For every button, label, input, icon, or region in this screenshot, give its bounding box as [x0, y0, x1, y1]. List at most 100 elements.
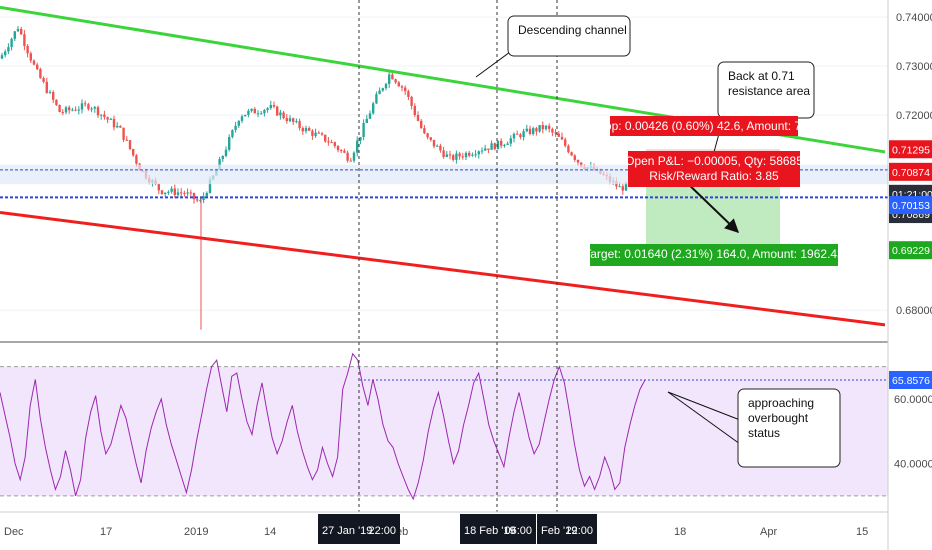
candle-body [311, 130, 314, 136]
candle-body [544, 125, 548, 130]
candle-body [68, 107, 71, 111]
candle-body [496, 140, 500, 150]
candle-body [7, 47, 10, 52]
candle-body [410, 96, 413, 106]
price-axis-badge-bg [889, 162, 932, 181]
candle-body [487, 148, 490, 150]
stop-label[interactable]: Stop: 0.00426 (0.60%) 42.6, Amount: 750 [594, 116, 815, 136]
target-label[interactable]: Target: 0.01640 (2.31%) 164.0, Amount: 1… [584, 244, 844, 266]
candle-body [0, 55, 4, 59]
candle-body [564, 139, 567, 146]
time-axis-highlight-date: Feb '19 [541, 525, 577, 537]
rsi-axis-tick: 60.0000 [894, 394, 932, 406]
candle-body [576, 159, 580, 163]
overbought-callout-pointer-1 [667, 391, 741, 421]
candle-body [359, 136, 362, 141]
candle-body [404, 87, 407, 92]
channel-callout-text: Descending channel [518, 23, 627, 37]
target-label-text: Target: 0.01640 (2.31%) 164.0, Amount: 1… [584, 247, 844, 261]
candle-body [484, 148, 487, 151]
candle-body [368, 113, 372, 119]
candle-body [436, 145, 439, 147]
candle-body [458, 153, 461, 157]
candle-body [621, 186, 624, 191]
candle-body [260, 113, 263, 115]
candle-body [116, 125, 119, 128]
candle-body [160, 190, 164, 194]
candle-body [525, 128, 528, 132]
price-axis[interactable]: 0.74000 0.73000 0.72000 0.68000 0.71295 0.708… [889, 12, 932, 317]
candle-body [365, 118, 368, 124]
pnl-label[interactable]: Open P&L: −0.00005, Qty: 58685Risk/Rewar… [625, 151, 803, 187]
candle-body [413, 105, 416, 116]
resistance-callout-text: resistance area [728, 84, 810, 98]
candle-body [445, 154, 448, 157]
time-axis-highlight-bg [460, 514, 536, 544]
channel-callout[interactable]: Descending channel [507, 15, 631, 57]
candle-body [32, 60, 36, 65]
time-axis-tick: Dec [4, 526, 24, 538]
candle-body [375, 94, 378, 104]
candle-body [314, 132, 317, 136]
candle-body [224, 149, 228, 157]
candle-body [522, 131, 525, 138]
price-axis-badge-text: 0.69229 [892, 245, 930, 257]
rsi-current-badge: 65.8576 [889, 370, 932, 389]
candle-body [106, 117, 109, 120]
time-axis-tick: 15 [856, 526, 868, 538]
candle-body [61, 112, 64, 114]
candle-body [528, 128, 532, 134]
candle-body [23, 34, 26, 47]
time-axis-highlight-date: 18 Feb '19 [464, 525, 516, 537]
price-axis-badge-bg [889, 140, 932, 159]
candle-body [263, 110, 266, 114]
rsi-axis[interactable]: 60.0000 40.0000 65.8576 [889, 370, 932, 471]
candle-body [164, 192, 167, 194]
time-axis-highlight-time: 22:00 [368, 525, 396, 537]
overbought-callout-text: status [748, 426, 780, 440]
candle-body [122, 127, 125, 140]
candle-body [340, 150, 343, 152]
candle-body [468, 152, 471, 156]
candle-body [237, 120, 240, 126]
time-axis-tick: Apr [760, 526, 777, 538]
candle-body [346, 152, 349, 161]
candle-body [186, 192, 189, 194]
time-axis-tick: 2019 [184, 526, 208, 538]
candle-body [128, 140, 132, 150]
candle-body [170, 188, 173, 192]
candle-body [80, 103, 84, 110]
channel-lower-line[interactable] [0, 211, 886, 327]
candle-body [570, 152, 573, 156]
price-axis-badge: 0.69229 [889, 241, 932, 260]
candle-body [324, 134, 327, 142]
candle-body [266, 108, 269, 111]
candle-body [407, 91, 410, 97]
time-axis-tick: 18 [674, 526, 686, 538]
candle-body [183, 192, 186, 194]
candle-body [135, 155, 138, 164]
candle-body [288, 118, 292, 122]
price-axis-badge: 0.71295 [889, 140, 932, 159]
rsi-line[interactable] [0, 352, 646, 501]
candle-body [298, 121, 301, 129]
target-label-bg [590, 244, 838, 266]
candle-body [538, 125, 541, 132]
overbought-callout-text: approaching [748, 396, 814, 410]
candle-body [618, 186, 621, 188]
pnl-label-text: Risk/Reward Ratio: 3.85 [649, 169, 779, 183]
candle-body [452, 155, 455, 160]
candle-body [218, 159, 221, 170]
candle-body [295, 121, 298, 123]
candle-body [64, 107, 68, 113]
candle-body [269, 104, 272, 109]
candle-body [532, 128, 535, 134]
candle-body [202, 196, 205, 201]
overlays: Descending channel Back at 0.71resistance… [358, 0, 844, 512]
candle-body [320, 133, 324, 135]
